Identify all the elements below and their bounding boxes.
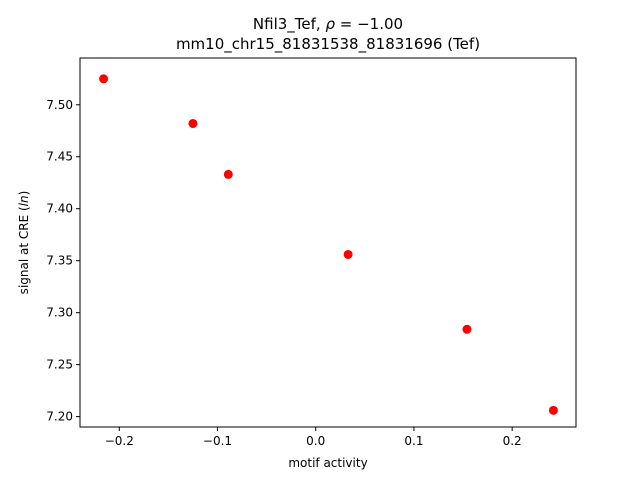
x-axis-ticks: −0.2 −0.1 0.0 0.1 0.2 — [105, 427, 522, 448]
y-tick-label: 7.30 — [46, 306, 73, 320]
y-tick-label: 7.45 — [46, 150, 73, 164]
y-tick-label: 7.20 — [46, 410, 73, 424]
data-point-6 — [548, 405, 558, 415]
plot-area-frame — [79, 57, 577, 428]
x-tick-label: 0.0 — [306, 434, 325, 448]
data-point-1 — [99, 74, 109, 84]
data-point-3 — [223, 169, 233, 179]
data-point-4 — [343, 249, 353, 259]
data-points — [99, 74, 558, 415]
y-tick-label: 7.25 — [46, 358, 73, 372]
x-tick-label: −0.2 — [105, 434, 134, 448]
y-tick-label: 7.50 — [46, 98, 73, 112]
data-point-5 — [462, 324, 472, 334]
x-tick-label: −0.1 — [203, 434, 232, 448]
y-axis-label: signal at CRE (ln) — [17, 191, 31, 295]
chart-title-line1: Nfil3_Tef, ρ = −1.00 — [253, 15, 403, 34]
y-tick-label: 7.35 — [46, 254, 73, 268]
y-tick-label: 7.40 — [46, 202, 73, 216]
chart-title-line2: mm10_chr15_81831538_81831696 (Tef) — [176, 35, 480, 54]
data-point-2 — [188, 118, 198, 128]
x-tick-label: 0.2 — [503, 434, 522, 448]
y-axis-ticks: 7.20 7.25 7.30 7.35 7.40 7.45 7.50 — [46, 98, 80, 424]
x-tick-label: 0.1 — [404, 434, 423, 448]
x-axis-label: motif activity — [288, 456, 367, 470]
